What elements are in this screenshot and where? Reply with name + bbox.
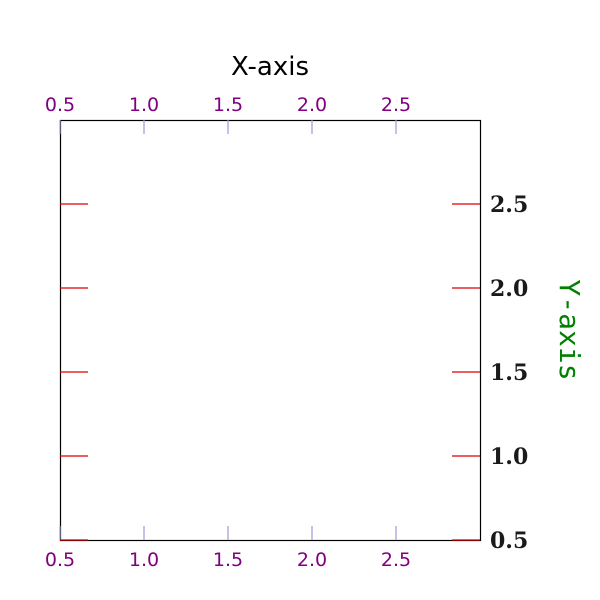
y-tick-label-right: 1.0 bbox=[490, 444, 528, 470]
y-ticks-group: 0.5 1.0 1.5 2.0 2.5 bbox=[60, 192, 528, 554]
x-tick-label-bottom: 1.5 bbox=[213, 549, 243, 571]
x-tick-label-bottom: 0.5 bbox=[45, 549, 75, 571]
x-tick-label-top: 1.5 bbox=[213, 94, 243, 116]
y-tick-label-right: 2.5 bbox=[490, 192, 528, 218]
plot-frame bbox=[59, 119, 482, 542]
y-axis-title: Y-axis bbox=[553, 279, 586, 380]
x-tick-label-bottom: 2.0 bbox=[297, 549, 327, 571]
x-axis-title: X-axis bbox=[231, 52, 309, 82]
x-tick-label-top: 1.0 bbox=[129, 94, 159, 116]
y-tick-label-right: 0.5 bbox=[490, 528, 528, 554]
x-ticks-group: 0.5 0.5 1.0 1.0 1.5 1.5 2.0 2.0 2.5 2.5 bbox=[45, 94, 411, 571]
x-tick-label-top: 2.0 bbox=[297, 94, 327, 116]
y-tick-label-right: 2.0 bbox=[490, 276, 528, 302]
x-tick-label-bottom: 1.0 bbox=[129, 549, 159, 571]
y-tick-label-right: 1.5 bbox=[490, 360, 528, 386]
x-tick-label-top: 2.5 bbox=[381, 94, 411, 116]
x-tick-label-top: 0.5 bbox=[45, 94, 75, 116]
x-tick-label-bottom: 2.5 bbox=[381, 549, 411, 571]
